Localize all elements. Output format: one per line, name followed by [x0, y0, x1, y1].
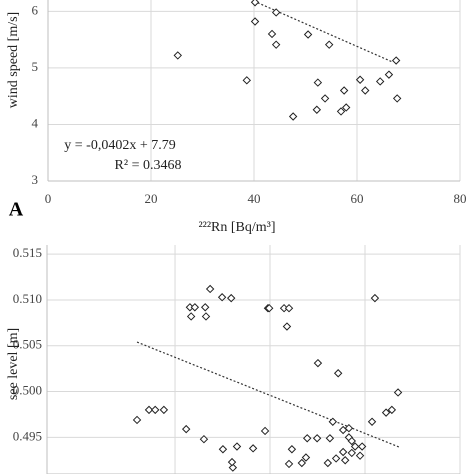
y-tick-label: 0.510: [13, 291, 42, 306]
y-tick-label: 0.495: [13, 428, 42, 443]
point: [159, 405, 169, 415]
point: [313, 78, 323, 87]
y-tick-label: 4: [32, 115, 39, 130]
point: [287, 445, 297, 454]
r-squared: R² = 0.3468: [115, 158, 182, 173]
point: [132, 415, 142, 425]
y-tick-label: 0.515: [13, 245, 42, 260]
point: [323, 458, 333, 468]
point: [375, 77, 385, 86]
point: [312, 105, 322, 114]
point: [344, 423, 354, 433]
trend-line: [136, 341, 401, 448]
point: [340, 456, 350, 465]
point: [324, 40, 334, 49]
point: [250, 17, 260, 26]
point: [228, 463, 238, 472]
point: [271, 8, 281, 17]
point: [384, 70, 394, 79]
point: [312, 434, 322, 443]
point: [297, 458, 307, 468]
point: [186, 312, 196, 321]
point: [347, 448, 357, 458]
point: [282, 322, 292, 331]
point: [325, 434, 335, 443]
point: [367, 417, 377, 426]
point: [181, 424, 191, 434]
point: [393, 388, 403, 397]
point: [302, 434, 312, 443]
point: [381, 408, 391, 417]
point: [200, 303, 210, 312]
panel-label: A: [9, 199, 24, 221]
point: [250, 0, 260, 7]
point: [201, 312, 211, 321]
point: [248, 444, 258, 453]
point: [267, 29, 277, 39]
point: [144, 405, 154, 415]
point: [313, 358, 323, 368]
point: [355, 451, 365, 460]
point: [303, 30, 313, 39]
point: [320, 94, 330, 103]
point: [347, 436, 357, 446]
point: [227, 457, 237, 467]
x-tick-label: 40: [248, 191, 261, 206]
trend-equation: y = -0,0402x + 7.79: [64, 138, 175, 153]
point: [242, 76, 251, 85]
y-axis-label: wind speed [m/s]: [6, 12, 21, 108]
y-tick-label: 3: [32, 172, 39, 187]
point: [392, 94, 402, 103]
point: [205, 284, 215, 294]
point: [338, 447, 348, 457]
point: [264, 303, 274, 313]
x-tick-label: 80: [454, 191, 467, 206]
point: [284, 303, 294, 313]
point: [284, 459, 294, 469]
point: [328, 417, 338, 426]
x-tick-label: 0: [45, 191, 52, 206]
x-tick-label: 60: [351, 191, 364, 206]
point: [391, 56, 401, 65]
y-tick-label: 0.505: [13, 337, 42, 352]
point: [387, 405, 397, 415]
point: [260, 426, 270, 436]
point: [341, 103, 351, 112]
point: [218, 445, 228, 454]
point: [173, 51, 182, 60]
point: [150, 405, 160, 415]
point: [350, 442, 360, 451]
y-axis-label: see level [m]: [6, 328, 21, 400]
y-tick-label: 5: [32, 59, 39, 74]
point: [361, 86, 370, 95]
point: [226, 293, 236, 303]
point: [190, 303, 200, 312]
y-tick-label: 6: [32, 2, 39, 17]
point: [370, 293, 380, 303]
point: [232, 442, 242, 451]
y-tick-label: 0.500: [13, 383, 42, 398]
point: [333, 369, 343, 378]
point: [339, 86, 349, 95]
point: [336, 107, 346, 116]
x-axis-label: ²²²Rn [Bq/m³]: [198, 220, 275, 235]
point: [357, 442, 367, 451]
point: [355, 75, 365, 84]
point: [288, 112, 298, 121]
point: [331, 454, 341, 463]
point: [271, 40, 281, 49]
point: [217, 293, 227, 302]
point: [301, 453, 311, 462]
point: [199, 434, 209, 444]
x-tick-label: 20: [145, 191, 158, 206]
